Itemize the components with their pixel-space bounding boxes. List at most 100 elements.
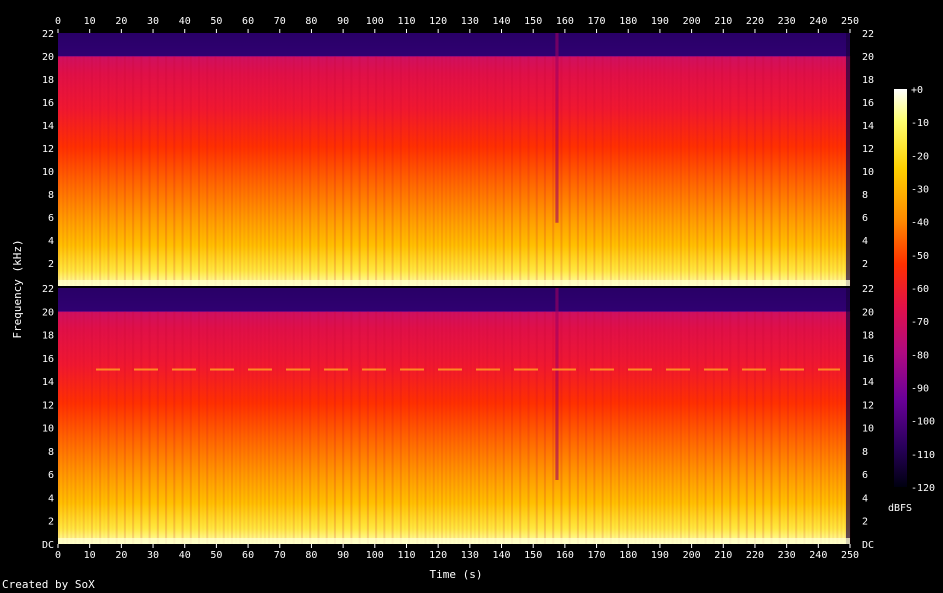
texture-streak <box>712 311 715 544</box>
texture-streak <box>186 311 188 544</box>
texture-streak <box>313 311 315 544</box>
texture-streak <box>239 56 242 286</box>
texture-streak <box>333 311 336 544</box>
texture-streak <box>288 311 291 544</box>
y-tick-label-left: 14 <box>42 377 54 388</box>
texture-streak <box>115 311 118 544</box>
x-tick-label-top: 230 <box>778 16 796 27</box>
texture-streak <box>399 311 402 544</box>
y-tick-label-right: 2 <box>862 259 868 270</box>
texture-streak <box>535 311 538 544</box>
quiet-gap-1 <box>555 33 559 223</box>
texture-streak <box>576 311 579 544</box>
texture-streak <box>585 311 588 544</box>
x-tick-label-bottom: 240 <box>809 550 827 561</box>
texture-streak <box>737 56 740 286</box>
texture-streak <box>609 311 612 544</box>
texture-streak <box>436 311 439 544</box>
texture-streak <box>247 56 250 286</box>
texture-streak <box>659 311 662 544</box>
texture-streak <box>284 311 287 544</box>
texture-streak <box>663 311 666 544</box>
y-tick-label-left: 6 <box>48 470 54 481</box>
texture-streak <box>507 56 509 286</box>
texture-streak <box>247 311 250 544</box>
texture-streak <box>745 311 748 544</box>
texture-streak <box>280 311 283 544</box>
texture-streak <box>404 56 406 286</box>
texture-streak <box>366 56 369 286</box>
texture-streak <box>86 311 89 544</box>
texture-streak <box>692 311 694 544</box>
texture-streak <box>494 56 497 286</box>
texture-streak <box>441 311 444 544</box>
x-tick-label-bottom: 160 <box>556 550 574 561</box>
texture-streak <box>120 56 122 286</box>
y-tick-label-right: 14 <box>862 377 874 388</box>
x-tick-label-top: 200 <box>683 16 701 27</box>
x-tick-label-bottom: 180 <box>619 550 637 561</box>
texture-streak <box>783 56 785 286</box>
texture-streak <box>675 56 678 286</box>
y-tick-label-right: 20 <box>862 52 874 63</box>
x-tick-label-top: 20 <box>115 16 127 27</box>
texture-streak <box>832 311 835 544</box>
texture-streak <box>618 56 621 286</box>
texture-streak <box>803 56 806 286</box>
texture-streak <box>82 311 85 544</box>
texture-streak <box>272 56 275 286</box>
texture-streak <box>824 56 827 286</box>
texture-streak <box>469 311 472 544</box>
texture-streak <box>330 311 332 544</box>
texture-streak <box>292 311 295 544</box>
colorbar-tick-label: -80 <box>911 350 929 361</box>
texture-streak <box>840 311 843 544</box>
texture-streak <box>527 56 530 286</box>
y-tick-label-left: 12 <box>42 400 54 411</box>
texture-streak <box>58 311 60 544</box>
texture-streak <box>606 311 608 544</box>
texture-streak <box>778 311 781 544</box>
x-tick-label-top: 190 <box>651 16 669 27</box>
x-tick-label-top: 80 <box>305 16 317 27</box>
texture-streak <box>824 311 827 544</box>
texture-streak <box>581 311 583 544</box>
texture-streak <box>165 56 168 286</box>
x-tick-label-top: 0 <box>55 16 61 27</box>
texture-streak <box>375 311 378 544</box>
texture-streak <box>325 311 328 544</box>
texture-streak <box>194 56 196 286</box>
texture-streak <box>663 56 666 286</box>
y-tick-label-left: 12 <box>42 144 54 155</box>
texture-streak <box>103 311 105 544</box>
x-tick-label-top: 140 <box>492 16 510 27</box>
texture-streak <box>683 56 686 286</box>
y-tick-label-right: 4 <box>862 236 868 247</box>
texture-streak <box>457 311 460 544</box>
texture-streak <box>322 311 324 544</box>
texture-streak <box>609 56 612 286</box>
texture-streak <box>543 311 546 544</box>
texture-streak <box>375 56 378 286</box>
y-tick-label-right: 10 <box>862 424 874 435</box>
texture-streak <box>276 311 279 544</box>
texture-streak <box>712 56 715 286</box>
texture-streak <box>387 56 389 286</box>
texture-streak <box>799 311 801 544</box>
texture-streak <box>70 311 73 544</box>
texture-streak <box>465 311 468 544</box>
texture-streak <box>239 311 242 544</box>
texture-streak <box>140 311 143 544</box>
x-tick-label-top: 40 <box>179 16 191 27</box>
texture-streak <box>589 56 591 286</box>
texture-streak <box>593 311 596 544</box>
x-tick-label-bottom: 90 <box>337 550 349 561</box>
texture-streak <box>457 56 460 286</box>
y-tick-label-left: 20 <box>42 307 54 318</box>
colorbar-tick-label: -40 <box>911 218 929 229</box>
texture-streak <box>333 56 336 286</box>
y-tick-label-left: 16 <box>42 354 54 365</box>
texture-streak <box>667 56 670 286</box>
texture-streak <box>704 56 707 286</box>
texture-streak <box>490 56 493 286</box>
